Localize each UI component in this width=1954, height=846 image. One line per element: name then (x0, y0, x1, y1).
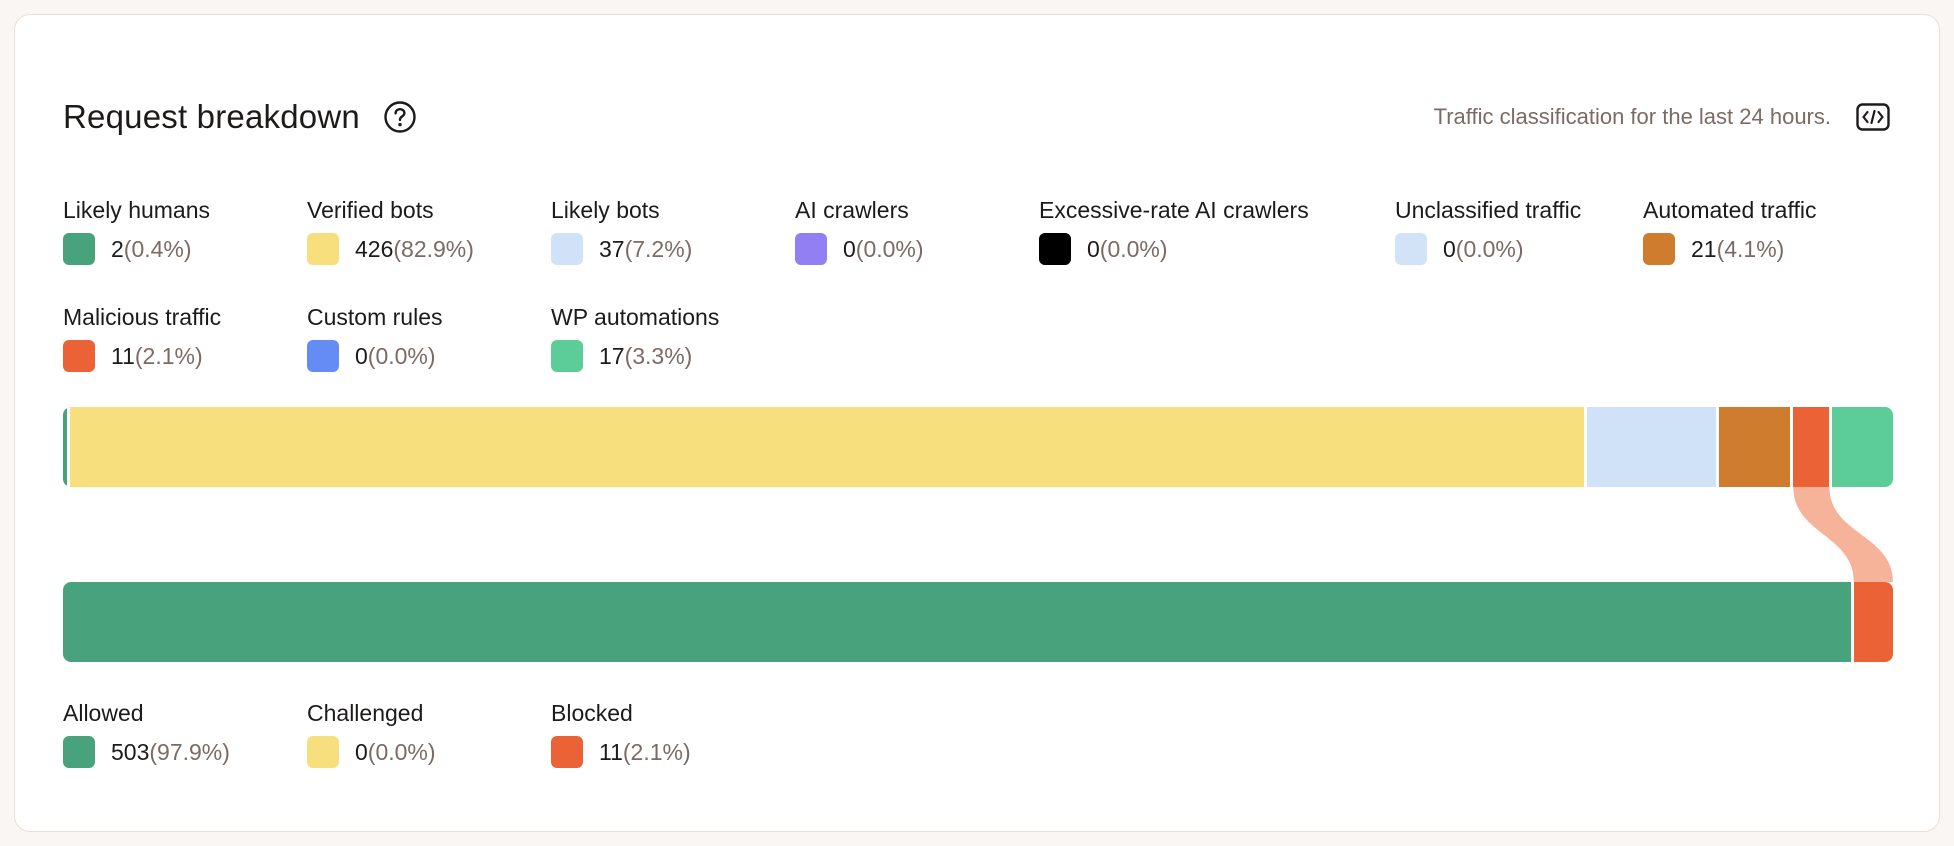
legend-swatch (63, 736, 95, 768)
legend-label: Automated traffic (1643, 197, 1817, 223)
legend-percent: (3.3%) (624, 342, 693, 369)
legend-label: Unclassified traffic (1395, 197, 1582, 223)
legend-swatch (1395, 233, 1427, 265)
legend-swatch (63, 340, 95, 372)
legend-count: 11 (111, 342, 135, 369)
bar-segment-wp-automations[interactable] (1832, 407, 1893, 487)
legend-item-malicious-traffic[interactable]: Malicious traffic 11 (2.1%) (63, 302, 221, 372)
legend-item-unclassified-traffic[interactable]: Unclassified traffic 0 (0.0%) (1395, 195, 1581, 265)
legend-count: 11 (599, 738, 623, 765)
legend-item-allowed[interactable]: Allowed 503 (97.9%) (63, 698, 230, 768)
legend-count: 21 (1691, 235, 1717, 262)
legend-percent: (82.9%) (393, 235, 474, 262)
legend-percent: (97.9%) (149, 738, 230, 765)
legend-label: Malicious traffic (63, 304, 222, 330)
legend-count: 426 (355, 235, 394, 262)
legend-label: WP automations (551, 304, 720, 330)
legend-label: Blocked (551, 700, 633, 726)
legend-percent: (7.2%) (624, 235, 693, 262)
bar-segment-likely-humans[interactable] (63, 407, 71, 487)
bar-segment-allowed[interactable] (63, 582, 1854, 662)
legend-label: Likely humans (63, 197, 211, 223)
legend-item-likely-humans[interactable]: Likely humans 2 (0.4%) (63, 195, 210, 265)
page-title: Request breakdown (63, 98, 360, 135)
legend-count: 503 (111, 738, 150, 765)
legend-swatch (307, 233, 339, 265)
legend-item-automated-traffic[interactable]: Automated traffic 21 (4.1%) (1643, 195, 1816, 265)
legend-percent: (0.4%) (123, 235, 192, 262)
legend-swatch (551, 340, 583, 372)
legend-swatch (795, 233, 827, 265)
legend-label: AI crawlers (795, 197, 909, 223)
legend-item-custom-rules[interactable]: Custom rules 0 (0.0%) (307, 302, 442, 372)
bar-segment-likely-bots[interactable] (1586, 407, 1719, 487)
classification-bar (63, 407, 1893, 487)
legend-item-challenged[interactable]: Challenged 0 (0.0%) (307, 698, 436, 768)
legend-percent: (2.1%) (134, 342, 203, 369)
legend-label: Custom rules (307, 304, 443, 330)
legend-item-wp-automations[interactable]: WP automations 17 (3.3%) (551, 302, 719, 372)
bar-segment-malicious[interactable] (1793, 407, 1833, 487)
legend-count: 0 (843, 235, 856, 262)
legend-swatch (551, 736, 583, 768)
request-breakdown-card: Request breakdown Traffic classification… (14, 14, 1940, 832)
legend-percent: (2.1%) (622, 738, 691, 765)
header-right: Traffic classification for the last 24 h… (1434, 99, 1891, 135)
legend-label: Verified bots (307, 197, 434, 223)
legend-count: 37 (599, 235, 625, 262)
bar-segment-blocked[interactable] (1853, 582, 1893, 662)
legend-item-excessive-rate-ai-crawlers[interactable]: Excessive-rate AI crawlers 0 (0.0%) (1039, 195, 1309, 265)
legend-label: Allowed (63, 700, 144, 726)
bar-segment-automated[interactable] (1718, 407, 1794, 487)
legend-item-likely-bots[interactable]: Likely bots 37 (7.2%) (551, 195, 692, 265)
card-header: Request breakdown Traffic classification… (63, 91, 1891, 143)
legend-swatch (307, 340, 339, 372)
legend-percent: (0.0%) (367, 342, 436, 369)
legend-percent: (0.0%) (855, 235, 924, 262)
legend-swatch (1643, 233, 1675, 265)
legend-label: Challenged (307, 700, 424, 726)
question-circle-icon[interactable] (382, 99, 418, 135)
legend-label: Likely bots (551, 197, 660, 223)
legend-count: 0 (355, 738, 368, 765)
action-bar (63, 582, 1893, 662)
legend-percent: (4.1%) (1716, 235, 1785, 262)
legend-count: 0 (355, 342, 368, 369)
legend-swatch (1039, 233, 1071, 265)
legend-label: Excessive-rate AI crawlers (1039, 197, 1309, 223)
legend-swatch (63, 233, 95, 265)
legend-count: 0 (1443, 235, 1456, 262)
code-embed-icon[interactable] (1855, 99, 1891, 135)
legend-percent: (0.0%) (367, 738, 436, 765)
legend-item-blocked[interactable]: Blocked 11 (2.1%) (551, 698, 691, 768)
header-subtitle: Traffic classification for the last 24 h… (1433, 104, 1831, 129)
bar-segment-verified-bots[interactable] (70, 407, 1587, 487)
legend-item-ai-crawlers[interactable]: AI crawlers 0 (0.0%) (795, 195, 924, 265)
legend-swatch (307, 736, 339, 768)
malicious-to-blocked-flow (1793, 487, 1893, 582)
legend-count: 0 (1087, 235, 1100, 262)
legend-percent: (0.0%) (1099, 235, 1168, 262)
legend-percent: (0.0%) (1455, 235, 1524, 262)
legend-item-verified-bots[interactable]: Verified bots 426 (82.9%) (307, 195, 474, 265)
legend-swatch (551, 233, 583, 265)
legend-count: 17 (599, 342, 625, 369)
legend-count: 2 (111, 235, 124, 262)
